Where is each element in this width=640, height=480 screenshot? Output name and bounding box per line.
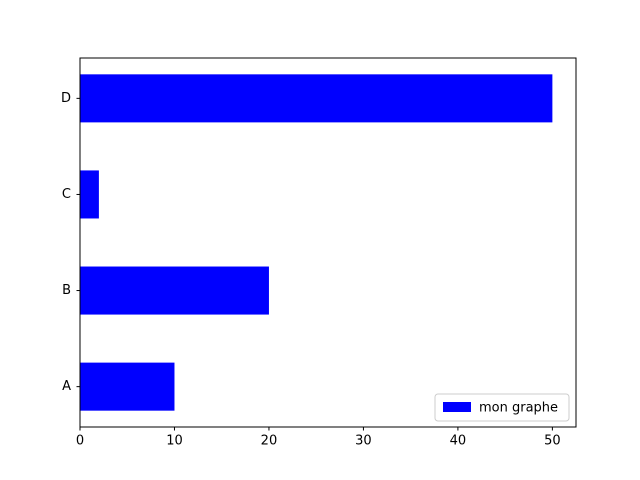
legend-box	[434, 393, 570, 422]
bar	[80, 170, 99, 219]
x-tick-label: 30	[355, 434, 372, 449]
bar	[80, 266, 269, 315]
x-tick-label: 20	[261, 434, 278, 449]
legend-label: mon graphe	[479, 401, 558, 416]
y-tick-label: D	[61, 91, 71, 106]
x-tick-label: 40	[450, 434, 467, 449]
x-tick-label: 0	[76, 434, 84, 449]
bar	[80, 362, 175, 411]
y-tick-label: A	[62, 379, 71, 394]
bar	[80, 74, 553, 123]
x-tick-label: 10	[166, 434, 183, 449]
y-tick-label: B	[62, 283, 71, 298]
x-tick-label: 50	[544, 434, 561, 449]
y-tick-label: C	[62, 187, 71, 202]
plot-frame	[79, 57, 577, 428]
legend-swatch	[443, 402, 471, 412]
